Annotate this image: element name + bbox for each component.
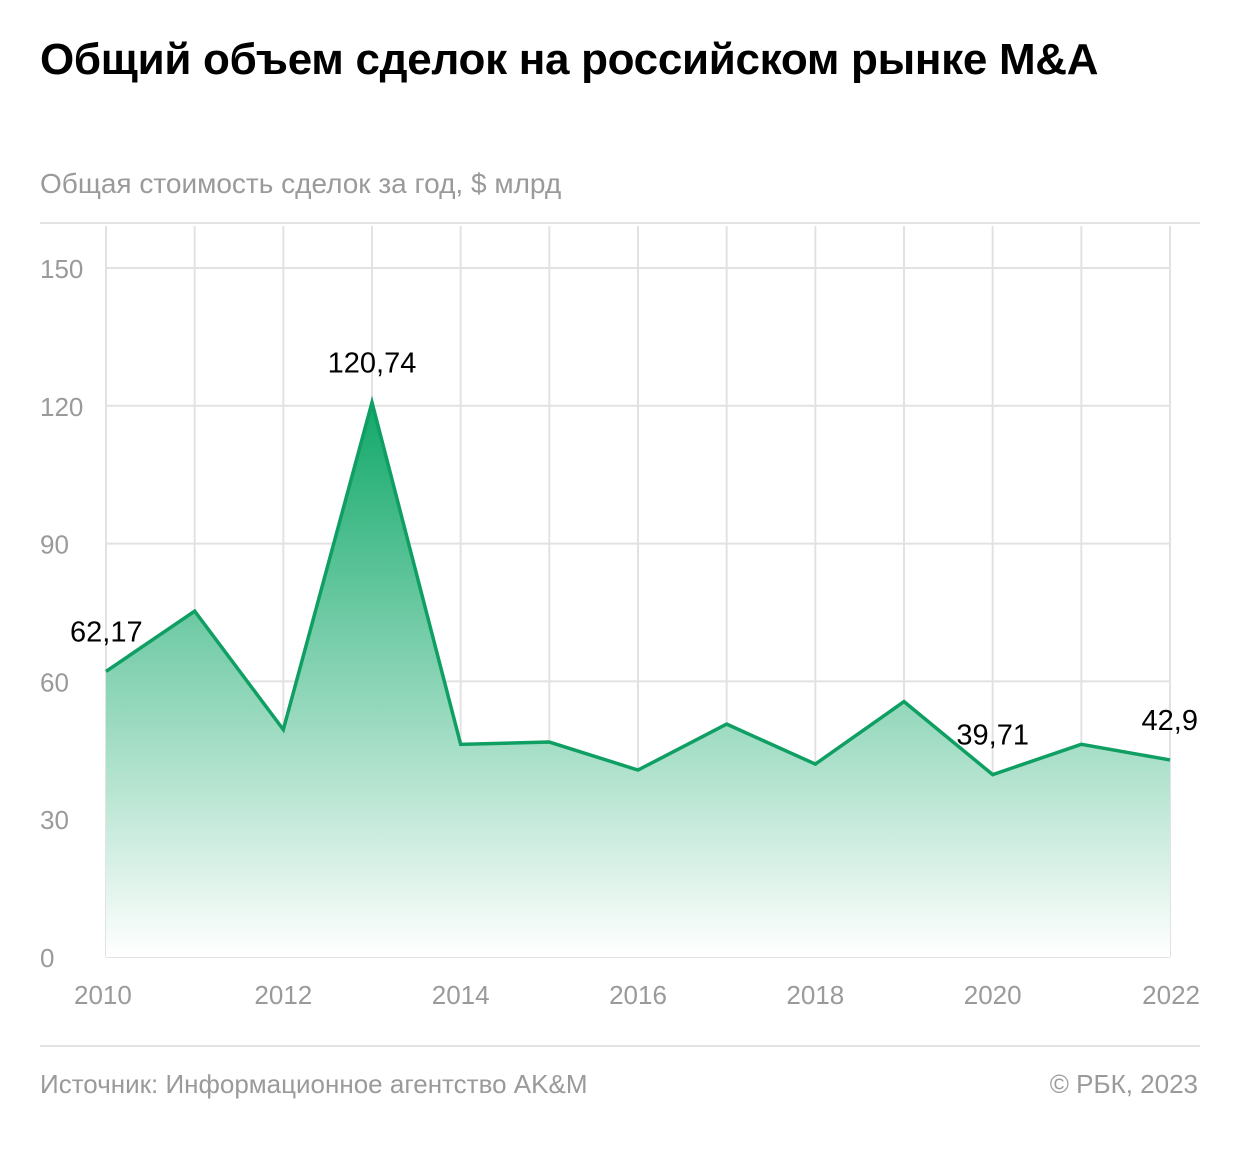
top-divider	[40, 222, 1200, 224]
chart-subtitle: Общая стоимость сделок за год, $ млрд	[40, 168, 562, 199]
data-label-2022: 42,9	[1142, 705, 1198, 737]
y-tick-label-60: 60	[40, 667, 69, 697]
series-line	[105, 395, 1171, 777]
data-labels: 62,17 120,74 39,71 42,9	[70, 347, 1198, 751]
bottom-divider	[40, 1045, 1200, 1047]
data-label-2020: 39,71	[956, 720, 1029, 752]
data-label-2010: 62,17	[70, 616, 143, 648]
chart-title: Общий объем сделок на российском рынке M…	[40, 35, 1099, 84]
x-tick-label-2014: 2014	[432, 980, 490, 1010]
y-tick-label-0: 0	[40, 943, 54, 973]
grid	[105, 226, 1171, 958]
y-tick-label-90: 90	[40, 530, 69, 560]
x-tick-label-2020: 2020	[964, 980, 1022, 1010]
x-tick-label-2012: 2012	[254, 980, 312, 1010]
area-fill	[106, 402, 1170, 957]
y-tick-label-30: 30	[40, 805, 69, 835]
copyright-note: © РБК, 2023	[1049, 1069, 1198, 1099]
x-axis-ticks: 2010 2012 2014 2016 2018 2020 2022	[74, 980, 1200, 1010]
y-tick-label-120: 120	[40, 392, 83, 422]
y-axis-ticks: 0 30 60 90 120 150	[40, 254, 83, 973]
data-label-2013: 120,74	[328, 347, 417, 379]
source-note: Источник: Информационное агентство AK&M	[40, 1069, 588, 1099]
area-series	[105, 395, 1171, 957]
x-tick-label-2018: 2018	[786, 980, 844, 1010]
x-tick-label-2010: 2010	[74, 980, 132, 1010]
x-tick-label-2016: 2016	[609, 980, 667, 1010]
y-tick-label-150: 150	[40, 254, 83, 284]
x-tick-label-2022: 2022	[1142, 980, 1200, 1010]
